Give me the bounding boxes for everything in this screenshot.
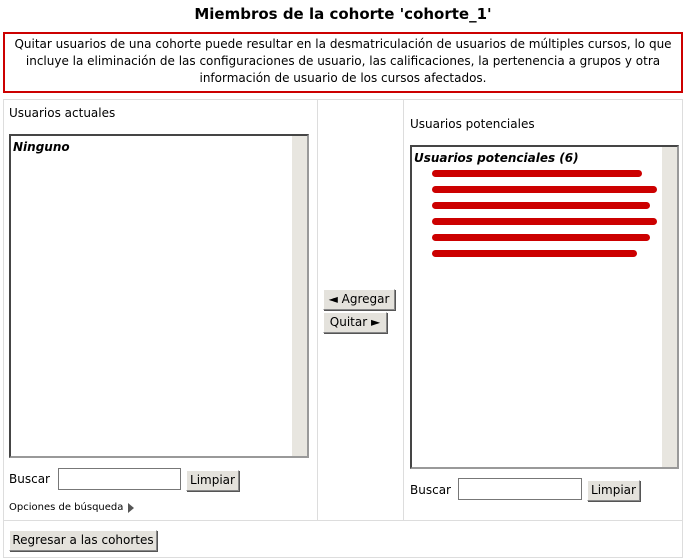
icon — [128, 503, 134, 513]
scrollbar[interactable] — [662, 147, 677, 467]
divider — [317, 99, 404, 520]
link[interactable]: Opciones de búsqueda — [9, 502, 124, 513]
notice: Quitar usuarios de una cohorte puede res… — [3, 32, 683, 93]
search-input[interactable] — [458, 478, 582, 500]
divider — [3, 520, 682, 521]
label: Buscar — [9, 472, 50, 486]
title: Miembros de la cohorte 'cohorte_1' — [194, 5, 492, 23]
empty: Ninguno — [13, 140, 70, 154]
button[interactable]: ◄ Agregar — [323, 289, 395, 310]
redaction — [432, 202, 650, 209]
listbox[interactable]: Usuarios potenciales (6) — [410, 145, 679, 469]
redaction — [432, 170, 642, 177]
scrollbar[interactable] — [292, 136, 307, 456]
button[interactable]: Limpiar — [186, 470, 239, 491]
redaction — [432, 234, 650, 241]
label: Usuarios potenciales — [410, 117, 535, 131]
button[interactable]: Quitar ► — [323, 312, 387, 333]
button[interactable]: Limpiar — [587, 480, 640, 501]
listbox[interactable]: Ninguno — [9, 134, 309, 458]
button[interactable]: Regresar a las cohortes — [9, 530, 157, 551]
group: Usuarios potenciales (6) — [414, 151, 579, 165]
redaction — [432, 250, 637, 257]
label: Usuarios actuales — [9, 106, 116, 120]
search-input[interactable] — [58, 468, 181, 490]
redaction — [432, 186, 657, 193]
redaction — [432, 218, 657, 225]
label: Buscar — [410, 483, 451, 497]
